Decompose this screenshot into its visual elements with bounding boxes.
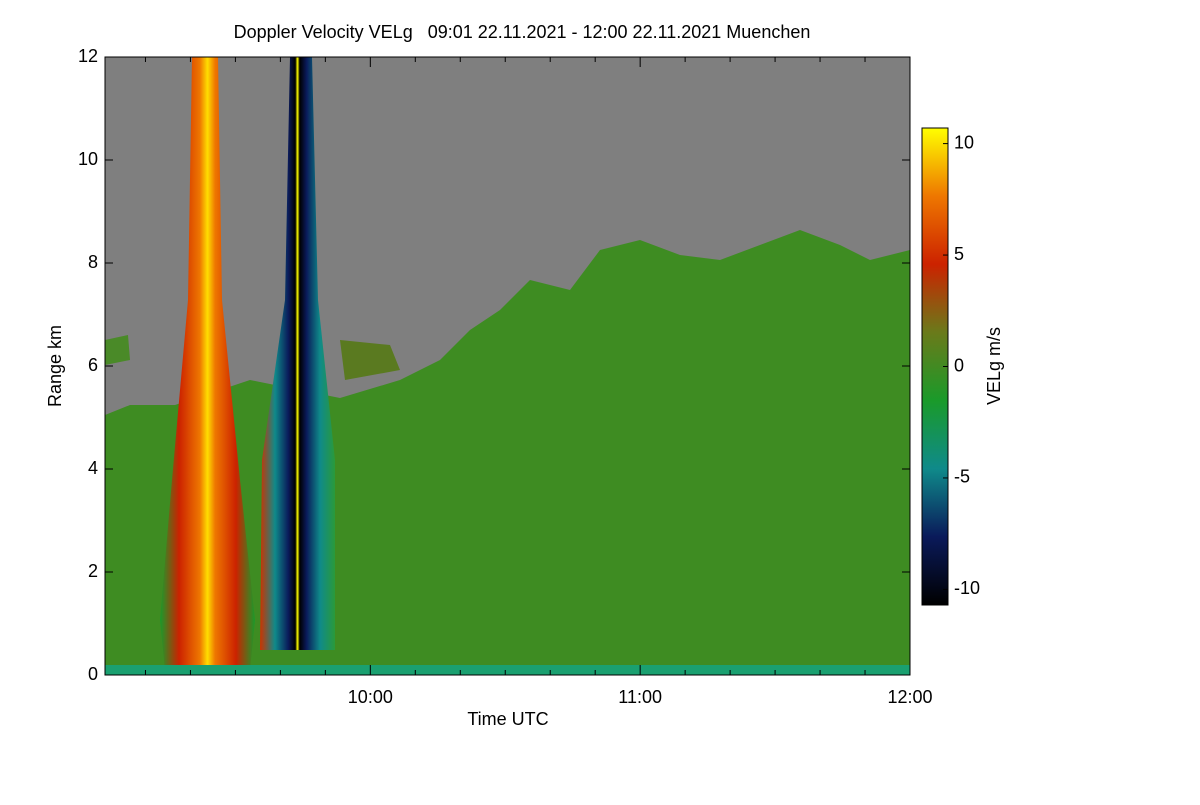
x-tick-label: 11:00	[618, 687, 662, 707]
y-tick-label: 2	[88, 561, 98, 581]
chart-title: Doppler Velocity VELg 09:01 22.11.2021 -…	[234, 22, 811, 42]
y-tick-label: 0	[88, 664, 98, 684]
y-tick-label: 10	[78, 149, 98, 169]
y-tick-label: 4	[88, 458, 98, 478]
x-tick-label: 10:00	[348, 687, 393, 707]
y-tick-label: 12	[78, 46, 98, 66]
colorbar-label: VELg m/s	[984, 327, 1004, 405]
x-tick-label: 12:00	[887, 687, 932, 707]
y-tick-label: 8	[88, 252, 98, 272]
field	[105, 57, 910, 675]
colorbar-tick-label: -10	[954, 578, 980, 598]
y-axis-label: Range km	[45, 325, 65, 407]
y-tick-label: 6	[88, 355, 98, 375]
colorbar-tick-label: -5	[954, 467, 970, 487]
x-axis-label: Time UTC	[467, 709, 548, 729]
colorbar-tick-label: 10	[954, 132, 974, 152]
colorbar-tick-label: 5	[954, 244, 964, 264]
colorbar-tick-label: 0	[954, 355, 964, 375]
